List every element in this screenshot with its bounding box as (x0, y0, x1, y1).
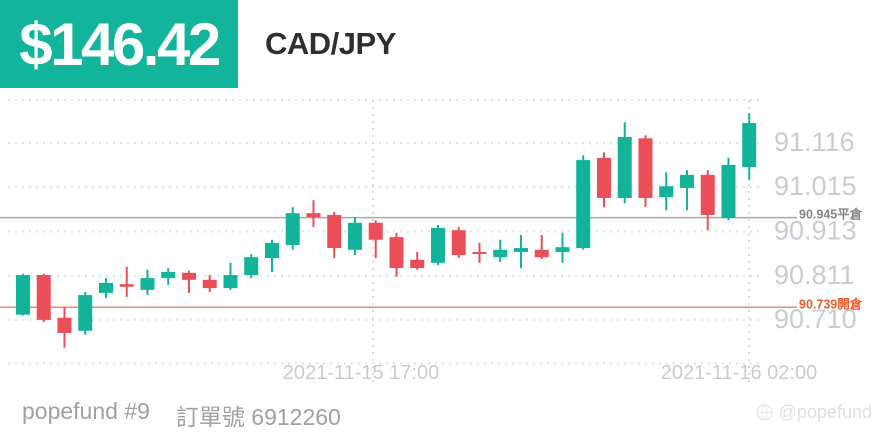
watermark-text: @popefund (778, 402, 872, 422)
candle-body (181, 272, 196, 280)
watermark: @popefund (755, 402, 872, 423)
candle-body (451, 230, 466, 256)
candle-body (700, 174, 715, 215)
candle-body (576, 160, 591, 249)
x-axis-label: 2021-11-16 02:00 (661, 362, 817, 384)
candle-body (534, 249, 549, 258)
y-axis-label: 90.913 (774, 216, 857, 246)
footer: popefund #9 訂單號 6912260 (22, 398, 341, 432)
candle-body (15, 275, 30, 315)
candle-body (285, 213, 300, 245)
y-axis-label: 91.116 (774, 127, 855, 157)
candle-body (659, 186, 674, 198)
candle-body (119, 284, 134, 287)
y-axis-label: 90.811 (774, 260, 855, 290)
candle-body (721, 164, 736, 219)
candle-body (223, 275, 238, 289)
candle-body (306, 213, 321, 218)
candle-body (430, 228, 445, 263)
candle-body (347, 222, 362, 250)
x-axis-label: 2021-11-15 17:00 (283, 362, 439, 384)
symbol-title: CAD/JPY (265, 26, 396, 61)
candle-body (389, 237, 404, 269)
open-position-label: 90.739開倉 (799, 296, 863, 311)
candle-body (202, 279, 217, 289)
candle-body (57, 317, 72, 333)
watermark-logo-icon (755, 404, 773, 421)
candle-body (78, 295, 93, 331)
candle-body (327, 214, 342, 249)
candle-body (472, 251, 487, 254)
candle-body (638, 138, 653, 198)
candle-body (679, 174, 694, 188)
y-axis-label: 91.015 (774, 171, 857, 201)
candle-body (493, 249, 508, 258)
candle-body (410, 259, 425, 269)
candle-body (161, 271, 176, 279)
close-position-label: 90.945平倉 (799, 207, 863, 222)
candle-body (244, 257, 259, 276)
candle-body (264, 242, 279, 259)
price-badge: $146.42 (0, 0, 238, 88)
candle-body (98, 282, 113, 293)
header: $146.42 CAD/JPY (0, 0, 396, 88)
candle-body (140, 278, 155, 290)
candle-body (555, 247, 570, 252)
candle-body (513, 248, 528, 252)
y-axis-label: 90.710 (774, 304, 857, 334)
price-badge-value: $146.42 (19, 10, 221, 78)
account-label: popefund #9 (22, 398, 150, 424)
candle-body (596, 157, 611, 198)
order-number-label: 訂單號 6912260 (175, 404, 341, 430)
candle-body (368, 222, 383, 240)
candle-body (742, 123, 757, 168)
candle-body (617, 137, 632, 198)
candle-body (36, 275, 51, 320)
